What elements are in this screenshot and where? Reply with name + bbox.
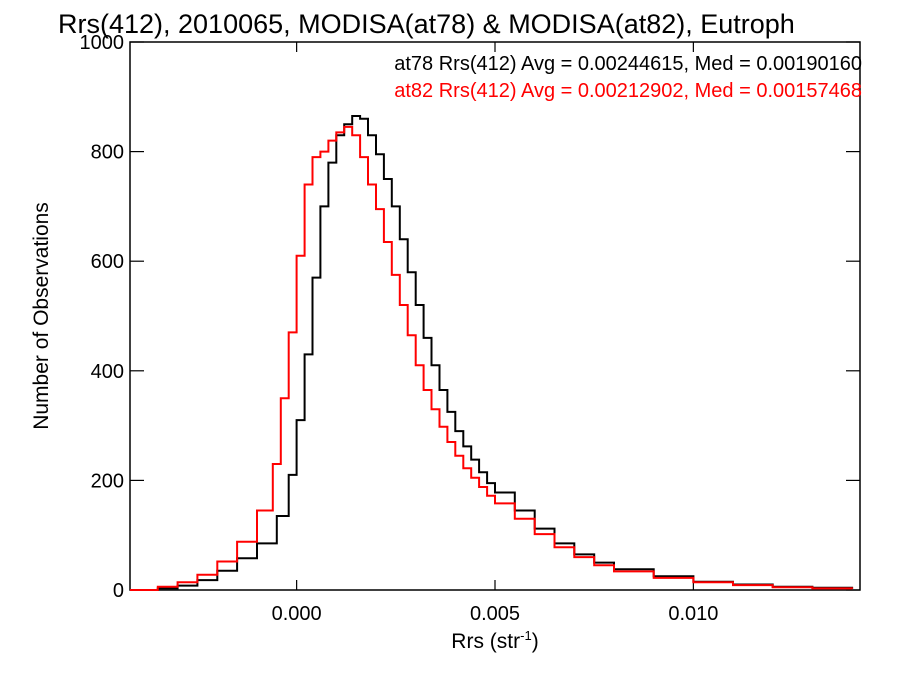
y-tick-label: 200 <box>91 470 124 492</box>
x-tick-label: 0.000 <box>272 603 322 625</box>
series-layer <box>130 115 854 591</box>
x-tick-label: 0.005 <box>470 603 520 625</box>
y-tick-label: 0 <box>113 580 124 602</box>
legend-entry-at82: at82 Rrs(412) Avg = 0.00212902, Med = 0.… <box>394 80 862 102</box>
x-axis-title-main: Rrs (str <box>451 630 520 653</box>
y-tick-label: 1000 <box>80 32 125 54</box>
y-axis-title: Number of Observations <box>30 202 53 430</box>
y-axis: 0 200 400 600 800 1000 <box>80 32 860 602</box>
x-axis-title-superscript: -1 <box>520 628 532 643</box>
y-tick-label: 600 <box>91 251 124 273</box>
series-line-at82 <box>130 125 854 591</box>
x-axis-title-close: ) <box>532 630 539 653</box>
chart-title: Rrs(412), 2010065, MODISA(at78) & MODISA… <box>58 9 795 39</box>
x-axis-title: Rrs (str-1) <box>451 628 538 653</box>
y-tick-label: 800 <box>91 142 124 164</box>
x-axis: 0.000 0.005 0.010 <box>272 42 718 625</box>
series-line-at78 <box>130 115 854 591</box>
plot-frame <box>129 41 861 591</box>
legend-entry-at78: at78 Rrs(412) Avg = 0.00244615, Med = 0.… <box>394 53 862 75</box>
y-tick-label: 400 <box>91 361 124 383</box>
x-tick-label: 0.010 <box>668 603 718 625</box>
